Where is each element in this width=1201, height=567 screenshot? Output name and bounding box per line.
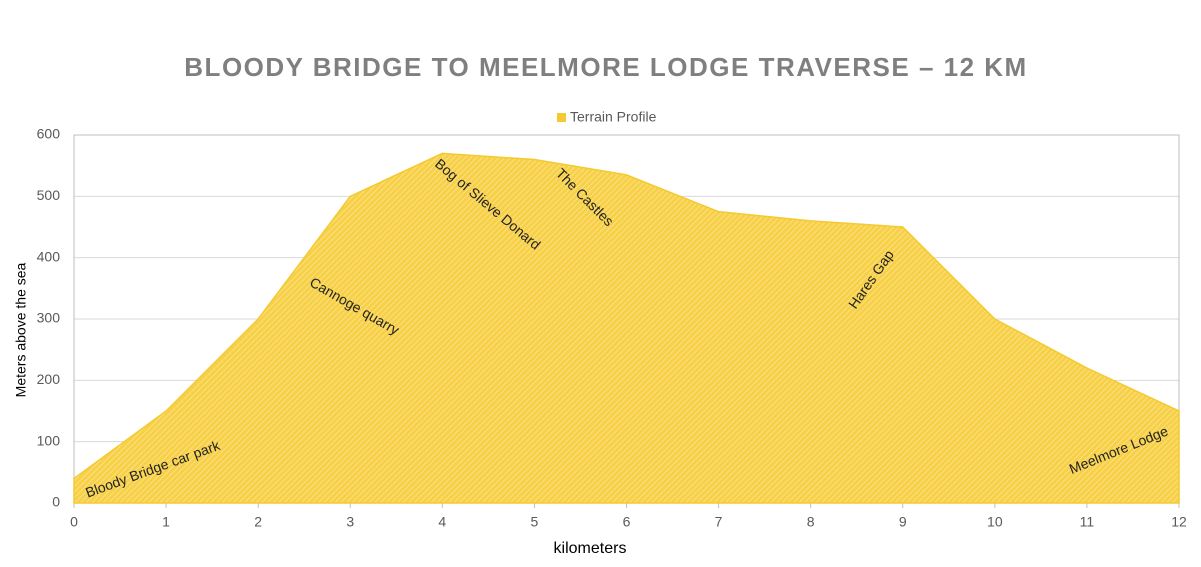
y-axis-label: Meters above the sea [13,262,29,397]
legend-label: Terrain Profile [570,109,657,125]
x-tick-label: 9 [899,514,907,530]
area [73,152,1180,504]
x-tick-label: 8 [807,514,815,530]
x-tick-label: 10 [987,514,1003,530]
x-tick-label: 4 [438,514,446,530]
y-tick-label: 500 [37,187,61,203]
x-tick-label: 5 [531,514,539,530]
x-tick-label: 0 [70,514,78,530]
y-tick-label: 200 [37,371,61,387]
y-tick-label: 300 [37,310,61,326]
x-tick-label: 1 [162,514,170,530]
x-tick-label: 7 [715,514,723,530]
x-tick-label: 12 [1171,514,1187,530]
y-tick-label: 600 [37,126,61,142]
y-tick-label: 0 [52,494,60,510]
chart-title: BLOODY BRIDGE TO MEELMORE LODGE TRAVERSE… [184,52,1027,82]
x-tick-label: 2 [254,514,262,530]
x-tick-label: 11 [1080,514,1095,530]
y-tick-label: 400 [37,248,61,264]
legend-swatch [557,113,566,122]
x-axis-label: kilometers [554,540,627,557]
y-tick-label: 100 [37,432,61,448]
x-tick-label: 3 [346,514,354,530]
x-tick-label: 6 [623,514,631,530]
